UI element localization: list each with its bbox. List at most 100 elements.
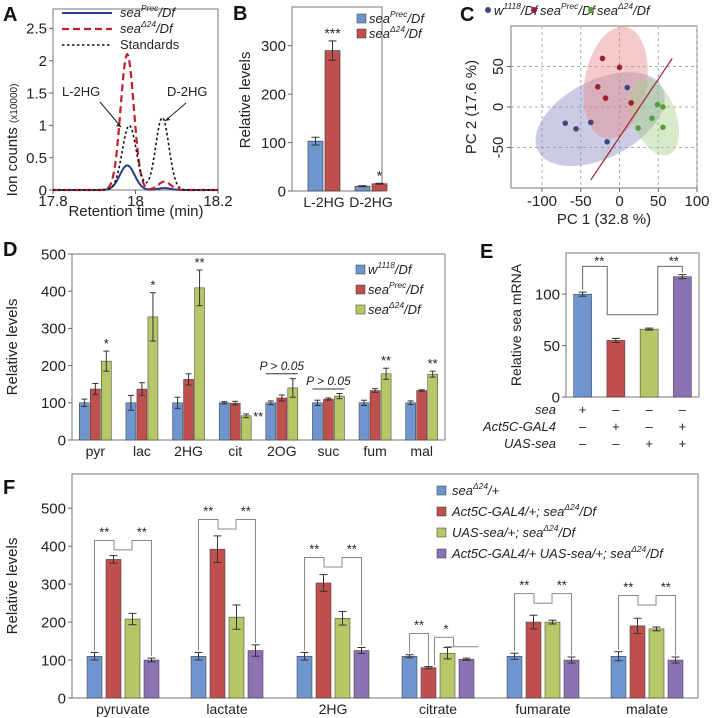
scatter-point [654,101,661,108]
bar [667,659,684,699]
significance-label: ** [623,579,633,594]
bar [194,287,205,441]
y-tick-label: -50 [490,137,507,159]
x-tick-label: mal [410,443,433,459]
bar [525,621,542,699]
scatter-point [595,83,601,90]
significance-label: * [377,167,383,183]
y-tick-label: 0 [39,182,47,199]
legend-label: UAS-sea/+; seaΔ24/Df [452,523,576,540]
y-tick-label: 2 [39,53,47,70]
y-axis-label: Ion counts (x10000) [4,84,21,197]
panel-label-b: B [233,3,247,25]
legend-label: seaΔ24/Df [368,300,422,317]
legend-label: Act5C-GAL4/+ UAS-sea/+; seaΔ24/Df [451,544,664,561]
x-tick-label: citrate [419,701,457,717]
x-axis-label: Retention time (min) [68,203,203,220]
genotype-mark: – [646,402,654,417]
genotype-mark: + [612,419,620,434]
bar [371,183,388,192]
bar [323,398,334,441]
legend-swatch [436,506,447,517]
bar [229,402,241,441]
legend-swatch [355,304,366,315]
significance-label: * [104,336,109,351]
legend-label: seaΔ24/+ [452,481,500,498]
panel-label-c: C [460,4,474,26]
bar [610,655,627,699]
x-tick-label: -50 [570,193,592,210]
scatter-point [573,126,579,132]
legend-swatch [436,548,447,559]
y-axis-label: Relative levels [237,52,254,149]
y-tick-label: 0 [58,432,66,449]
significance-label: ** [557,578,567,593]
bar [401,655,418,699]
pvalue-label: P > 0.05 [260,359,305,373]
genotype-mark: – [579,436,587,451]
y-tick-label: 100 [535,286,560,303]
legend-label: seaPrec/Df [540,1,596,18]
significance-label: ** [253,409,263,424]
genotype-mark: + [579,402,587,417]
scatter-point [602,95,609,101]
x-tick-label: cit [228,443,242,459]
panel-d: D 0 100 200 300 400 500 Relative levels pyr * lac *… [3,239,446,459]
pvalue-label: P > 0.05 [306,374,351,388]
bar [86,655,103,699]
scatter-point [660,104,666,110]
plot-frame [565,252,700,398]
y-tick-label: 200 [261,86,286,103]
bar [312,402,323,441]
plot-frame [71,473,699,699]
significance-label: ** [195,255,205,270]
genotype-mark: + [645,436,653,451]
y-tick-label: 200 [41,614,66,631]
significance-label: ** [137,524,147,539]
x-tick-label: 2OG [267,443,297,459]
y-axis-label: PC 2 (17.6 %) [463,60,480,154]
bar [218,402,230,441]
significance-bracket [582,265,608,315]
significance-label: ** [594,253,604,268]
y-tick-label: 500 [41,500,66,517]
x-tick-label: fumarate [515,701,570,717]
x-tick-label: 100 [684,193,709,210]
legend-swatch [355,284,366,295]
significance-bracket [434,636,479,666]
legend-label: seaPrec/Df [369,9,425,26]
legend-swatch [356,13,367,24]
scatter-point [604,139,610,145]
bar [136,388,148,441]
confidence-ellipse [629,77,680,156]
y-tick-label: 100 [41,652,66,669]
bar [563,659,580,699]
y-tick-label: 300 [261,38,286,55]
bar [380,373,392,441]
legend-label: seaΔ24/Df [597,1,651,18]
bar [334,395,345,441]
bar [458,659,475,699]
significance-label: * [150,278,155,293]
bar [79,402,90,441]
panel-f: F 0 100 200 300 400 500 Relative levels pyruvate… [3,473,699,717]
y-axis-label: Relative levels [4,299,21,396]
y-tick-label: 500 [41,246,66,263]
line-series [53,52,218,192]
x-tick-label: 0 [615,193,623,210]
significance-label: ** [347,542,357,557]
bar [247,650,264,699]
scatter-point [616,64,623,71]
legend-marker [588,7,594,13]
scatter-point [649,115,655,122]
significance-label: ** [99,524,109,539]
bar [276,397,288,441]
y-tick-label: 200 [41,358,66,375]
x-axis-label: PC 1 (32.8 %) [557,211,651,228]
bar [315,582,332,699]
legend-marker [485,7,491,13]
x-tick-label: lactate [206,701,247,717]
y-tick-label: 300 [41,576,66,593]
